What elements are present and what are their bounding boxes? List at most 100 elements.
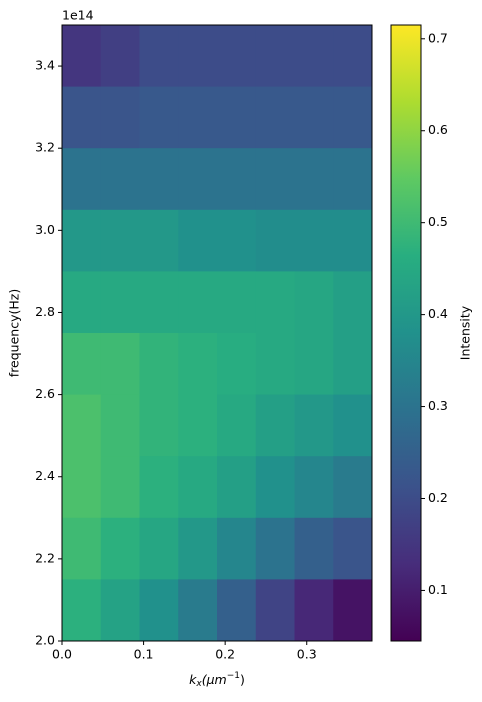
x-label-part: x xyxy=(195,679,202,689)
y-tick-label: 3.4 xyxy=(35,58,55,73)
heatmap-cell xyxy=(139,148,179,211)
heatmap-cell xyxy=(255,148,295,211)
heatmap-cell xyxy=(139,86,179,149)
x-axis-label: kx(μm−1) xyxy=(189,671,245,689)
heatmap-cell xyxy=(255,456,295,519)
heatmap-cell xyxy=(217,271,257,334)
heatmap-cell xyxy=(217,456,257,519)
heatmap-cell xyxy=(294,148,334,211)
heatmap-cell xyxy=(333,271,373,334)
y-tick-label: 2.2 xyxy=(35,550,55,565)
heatmap-cell xyxy=(62,517,102,580)
heatmap-cell xyxy=(217,394,257,457)
heatmap-cell xyxy=(62,394,102,457)
heatmap-cell xyxy=(333,148,373,211)
heatmap-cell xyxy=(139,25,179,88)
y-tick-label: 2.0 xyxy=(35,633,55,648)
heatmap-cell xyxy=(100,333,140,396)
heatmap-cell xyxy=(333,456,373,519)
y-tick-label: 2.8 xyxy=(35,304,55,319)
heatmap-cell xyxy=(100,148,140,211)
heatmap-cell xyxy=(255,333,295,396)
heatmap-cell xyxy=(333,394,373,457)
heatmap-cell xyxy=(100,86,140,149)
heatmap-cell xyxy=(178,25,218,88)
heatmap-cell xyxy=(62,209,102,272)
heatmap-cell xyxy=(255,271,295,334)
heatmap-cell xyxy=(62,271,102,334)
heatmap-cell xyxy=(139,271,179,334)
heatmap-cell xyxy=(217,209,257,272)
heatmap-cell xyxy=(294,333,334,396)
heatmap-cell xyxy=(178,271,218,334)
y-tick-label: 2.4 xyxy=(35,468,55,483)
colorbar-label: Intensity xyxy=(458,305,473,360)
x-label-part: (μm xyxy=(202,672,227,687)
colorbar-tick-label: 0.4 xyxy=(428,306,448,321)
heatmap-cell xyxy=(255,579,295,642)
heatmap-cell xyxy=(62,25,102,88)
heatmap-cell xyxy=(62,579,102,642)
x-label-part: ) xyxy=(240,672,245,687)
heatmap-cell xyxy=(255,25,295,88)
heatmap-cell xyxy=(178,517,218,580)
y-tick-label: 3.0 xyxy=(35,222,55,237)
heatmap-cell xyxy=(178,394,218,457)
heatmap-cell xyxy=(178,579,218,642)
heatmap-cell xyxy=(139,333,179,396)
heatmap-cell xyxy=(178,209,218,272)
y-tick-label: 2.6 xyxy=(35,386,55,401)
heatmap-cell xyxy=(217,579,257,642)
colorbar-tick-label: 0.1 xyxy=(428,582,448,597)
heatmap-cell xyxy=(100,456,140,519)
heatmap-cell xyxy=(217,148,257,211)
heatmap-cell xyxy=(139,394,179,457)
heatmap-cell xyxy=(139,456,179,519)
heatmap-cell xyxy=(62,333,102,396)
x-tick-label: 0.0 xyxy=(52,647,72,662)
heatmap-cell xyxy=(100,579,140,642)
heatmap-cell xyxy=(217,333,257,396)
heatmap-cell xyxy=(217,86,257,149)
colorbar-tick-label: 0.3 xyxy=(428,398,448,413)
y-tick-label: 3.2 xyxy=(35,140,55,155)
colorbar xyxy=(390,24,422,642)
y-offset-text: 1e14 xyxy=(62,8,94,23)
heatmap-cell xyxy=(217,517,257,580)
heatmap-cell xyxy=(294,517,334,580)
heatmap-cell xyxy=(62,456,102,519)
colorbar-tick-label: 0.7 xyxy=(428,30,448,45)
plot-frame xyxy=(61,24,373,642)
heatmap-cell xyxy=(255,517,295,580)
heatmap-cell xyxy=(294,456,334,519)
heatmap-cell xyxy=(294,394,334,457)
heatmap-cell xyxy=(100,271,140,334)
heatmap-cell xyxy=(100,25,140,88)
heatmap-cell xyxy=(255,209,295,272)
heatmap-cell xyxy=(255,394,295,457)
heatmap-cell xyxy=(178,86,218,149)
heatmap-cell xyxy=(294,271,334,334)
heatmap xyxy=(62,25,373,642)
heatmap-cell xyxy=(139,209,179,272)
heatmap-cell xyxy=(294,209,334,272)
heatmap-cell xyxy=(333,579,373,642)
x-tick-label: 0.3 xyxy=(297,647,317,662)
heatmap-cell xyxy=(294,86,334,149)
heatmap-cell xyxy=(294,25,334,88)
x-label-part: k xyxy=(189,672,197,687)
heatmap-cell xyxy=(294,579,334,642)
heatmap-cell xyxy=(62,148,102,211)
heatmap-cell xyxy=(139,579,179,642)
x-label-part: −1 xyxy=(227,671,240,681)
colorbar-tick-label: 0.5 xyxy=(428,214,448,229)
y-axis-label: frequency(Hz) xyxy=(7,289,22,377)
heatmap-cell xyxy=(333,25,373,88)
heatmap-cell xyxy=(255,86,295,149)
heatmap-cell xyxy=(333,333,373,396)
colorbar-tick-label: 0.2 xyxy=(428,490,448,505)
heatmap-cell xyxy=(333,209,373,272)
heatmap-cell xyxy=(333,86,373,149)
heatmap-cell xyxy=(178,148,218,211)
